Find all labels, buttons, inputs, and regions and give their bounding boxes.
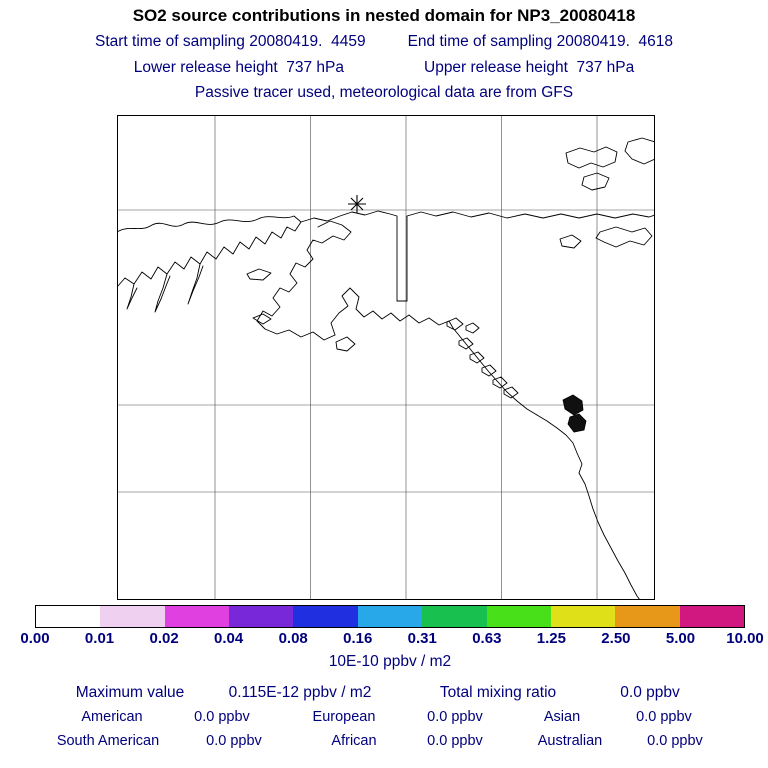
colorbar-tick-label: 0.01 <box>84 630 115 647</box>
colorbar-units-label: 10E-10 ppbv / m2 <box>328 653 452 670</box>
colorbar-segment <box>164 606 230 627</box>
colorbar-tick-label: 10.00 <box>726 630 764 647</box>
colorbar-tick-label: 5.00 <box>665 630 696 647</box>
colorbar-tick-label: 0.04 <box>214 630 244 647</box>
colorbar-tick-label: 0.02 <box>149 630 179 647</box>
asterisk-star-marker <box>348 195 366 213</box>
total-mixing-ratio-value: 0.0 ppbv <box>620 684 680 701</box>
region-label-australian: Australian <box>537 733 603 749</box>
colorbar-segment <box>615 606 680 627</box>
map-canvas <box>117 115 655 600</box>
coastlines <box>117 137 655 600</box>
tracer-text: Passive tracer used, meteorological data… <box>194 84 574 101</box>
colorbar-segment <box>229 606 294 627</box>
region-value-american: 0.0 ppbv <box>194 709 250 725</box>
page-title: SO2 source contributions in nested domai… <box>132 6 636 25</box>
vancouver-island-shapes <box>562 394 587 433</box>
total-mixing-ratio-label: Total mixing ratio <box>439 684 557 701</box>
max-value-text: 0.115E-12 ppbv / m2 <box>228 684 372 701</box>
region-label-european: European <box>312 709 376 725</box>
colorbar-ticks: 0.00 0.01 0.02 0.04 0.08 0.16 0.31 0.63 1.25 2.50… <box>20 630 763 648</box>
colorbar-tick-label: 0.08 <box>278 630 308 647</box>
colorbar-segment <box>679 606 744 627</box>
colorbar-segment <box>100 606 165 627</box>
colorbar-segment <box>550 606 616 627</box>
colorbar-segment <box>293 606 358 627</box>
grid-lines <box>117 115 655 600</box>
release-height-line: Lower release height 737 hPa Upper relea… <box>0 59 768 77</box>
start-time-text: Start time of sampling 20080419. 4459 <box>95 33 366 50</box>
region-label-american: American <box>81 709 143 725</box>
region-value-african: 0.0 ppbv <box>427 733 483 749</box>
upper-release-text: Upper release height 737 hPa <box>424 59 635 76</box>
colorbar-segment <box>36 606 101 627</box>
colorbar-segments <box>36 606 744 627</box>
colorbar-segment <box>486 606 551 627</box>
sampling-time-line: Start time of sampling 20080419. 4459 En… <box>0 33 768 51</box>
colorbar-tick-label: 0.63 <box>472 630 502 647</box>
max-value-label: Maximum value <box>75 684 185 701</box>
colorbar-tick-label: 0.00 <box>20 630 50 647</box>
region-value-european: 0.0 ppbv <box>427 709 483 725</box>
colorbar <box>35 605 745 628</box>
colorbar-tick-label: 0.31 <box>407 630 437 647</box>
colorbar-segment <box>422 606 487 627</box>
colorbar-tick-label: 2.50 <box>601 630 631 647</box>
region-value-asian: 0.0 ppbv <box>636 709 692 725</box>
region-value-south-american: 0.0 ppbv <box>206 733 262 749</box>
region-label-asian: Asian <box>543 709 581 725</box>
region-label-african: African <box>331 733 377 749</box>
tracer-info-line: Passive tracer used, meteorological data… <box>0 84 768 102</box>
colorbar-tick-label: 1.25 <box>536 630 566 647</box>
map-border <box>117 115 655 600</box>
lower-release-text: Lower release height 737 hPa <box>133 59 344 76</box>
region-value-australian: 0.0 ppbv <box>647 733 703 749</box>
end-time-text: End time of sampling 20080419. 4618 <box>407 33 673 50</box>
region-label-south-american: South American <box>56 733 160 749</box>
colorbar-segment <box>357 606 423 627</box>
domain-border-box <box>396 216 408 302</box>
colorbar-tick-label: 0.16 <box>343 630 373 647</box>
